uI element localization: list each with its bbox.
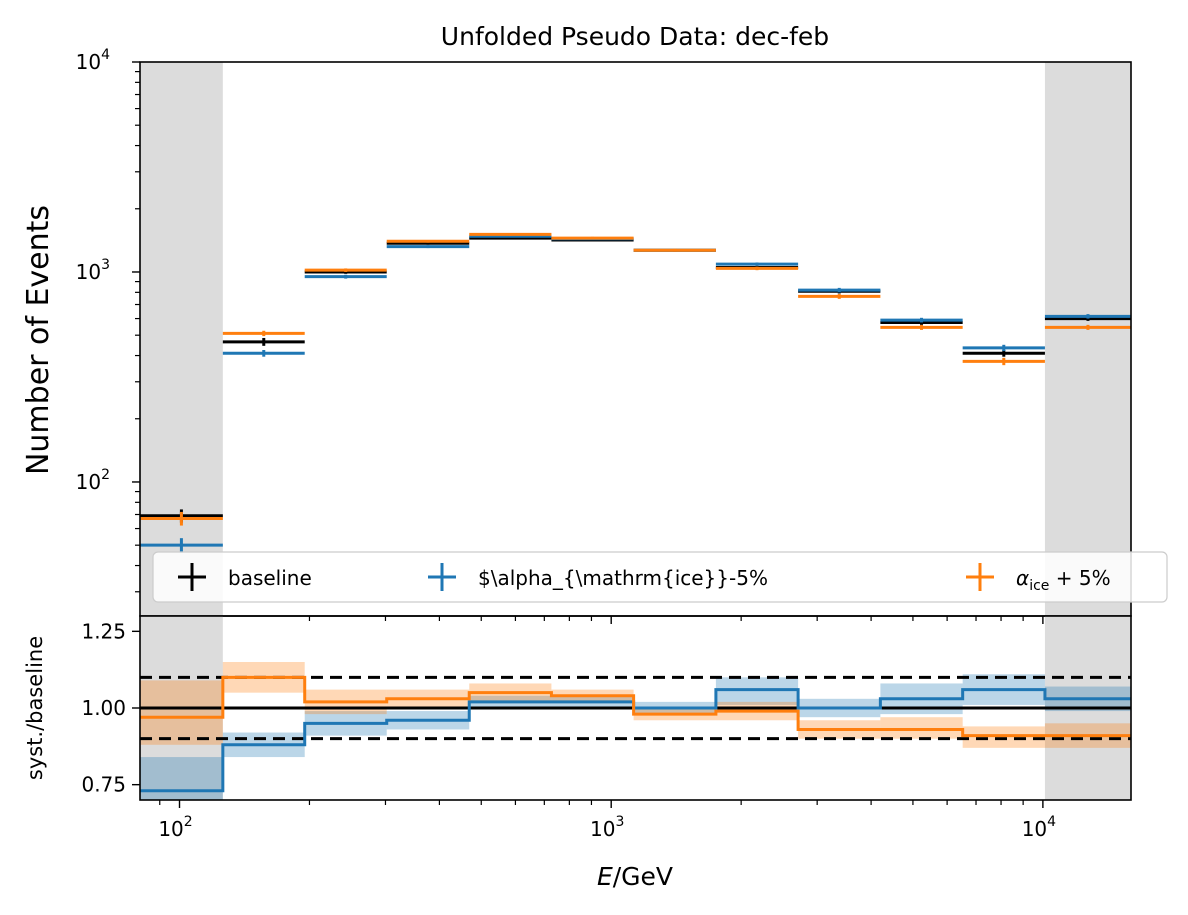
band-alpha_ice-5%-7: [715, 677, 799, 705]
band-alpha_ice-5%-0: [140, 757, 223, 800]
top-data: [140, 232, 1131, 553]
legend-label-tail-2: + 5%: [1049, 566, 1110, 590]
x-tick-exp-1: 3: [615, 814, 624, 830]
band-alpha_ice+5%-10: [962, 726, 1045, 748]
x-tick-exp-0: 2: [184, 814, 193, 830]
legend-label-sub-2: ice: [1029, 578, 1049, 594]
x-axis-label: E/GeV: [597, 862, 673, 891]
top-panel: 102 103 104: [76, 47, 1132, 624]
y-tick-label-0: 102: [76, 467, 110, 494]
x-tick-exp-2: 4: [1047, 814, 1056, 830]
ratio-y-tick-label-0: 0.75: [81, 773, 126, 797]
legend-label-2: αice + 5%: [1016, 566, 1111, 594]
y-tick-exp-1: 3: [101, 257, 110, 273]
shaded-region-top-0: [140, 62, 223, 616]
band-alpha_ice+5%-0: [140, 680, 223, 745]
x-axis-label-var: E: [597, 862, 613, 891]
legend-label-0: baseline: [228, 566, 312, 590]
chart-title: Unfolded Pseudo Data: dec-feb: [441, 22, 829, 51]
legend: baseline $\alpha_{\mathrm{ice}}-5% αice + …: [152, 551, 1168, 603]
y-axis-label-top: Number of Events: [21, 205, 56, 475]
y-tick-label-1: 103: [76, 257, 110, 284]
ratio-step-alpha_ice+5%: [140, 675, 1131, 738]
x-tick-label-1: 103: [590, 814, 624, 841]
y-tick-exp-2: 4: [101, 47, 110, 63]
legend-label-main-2: α: [1016, 566, 1029, 590]
ratio-y-tick-label-1: 1.00: [81, 696, 126, 720]
ratio-y-tick-label-2: 1.25: [81, 619, 126, 643]
top-frame: [139, 61, 1132, 617]
y-axis-label-bottom: syst./baseline: [23, 636, 47, 780]
legend-label-1: $\alpha_{\mathrm{ice}}-5%: [478, 566, 768, 590]
y-tick-exp-0: 2: [101, 467, 110, 483]
ratio-data: [140, 662, 1131, 800]
shaded-region-top-1: [1044, 62, 1131, 616]
x-axis-label-unit: /GeV: [613, 862, 673, 891]
ratio-panel: 102 103 104 0.75 1.00 1.25: [81, 615, 1132, 841]
x-tick-label-0: 102: [158, 814, 192, 841]
legend-box: [152, 551, 1168, 603]
x-tick-label-2: 104: [1022, 814, 1056, 841]
y-tick-label-2: 104: [76, 47, 110, 74]
band-alpha_ice+5%-9: [880, 717, 963, 739]
